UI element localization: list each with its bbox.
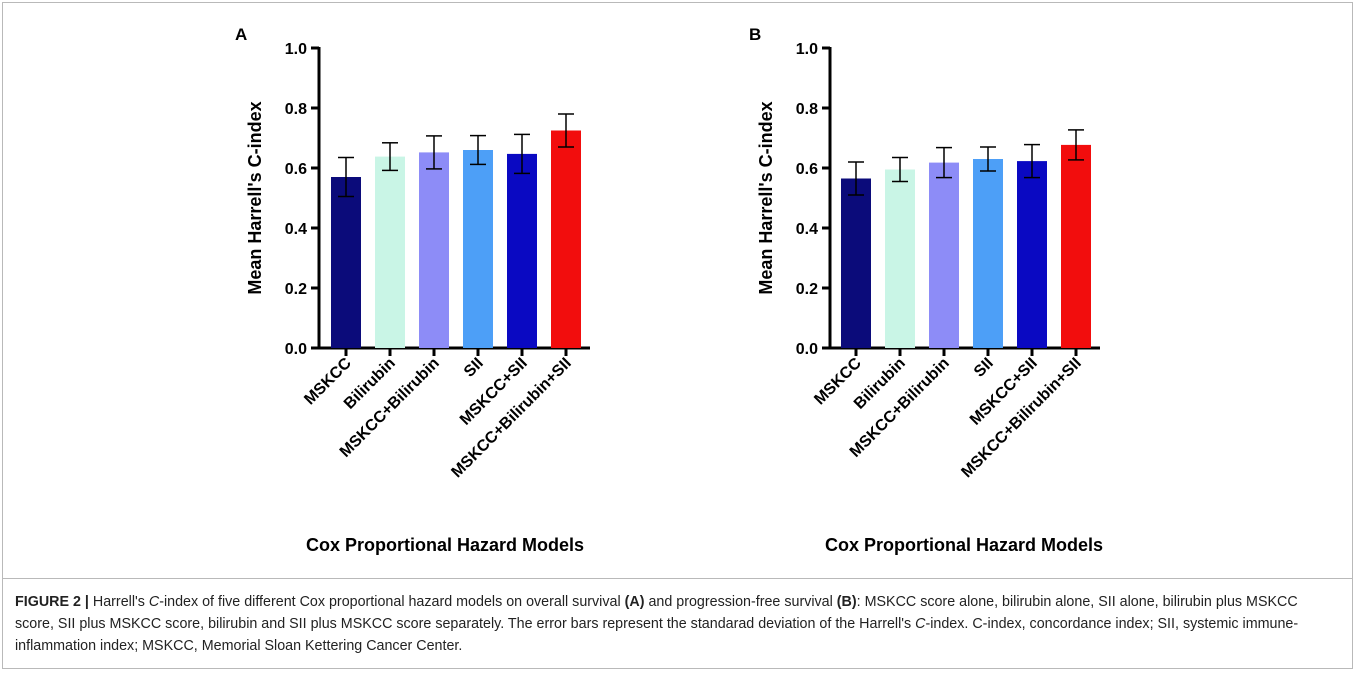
panel-b-bar-bilirubin: [885, 169, 915, 348]
caption-divider: [2, 578, 1353, 579]
panel-a-label: A: [235, 25, 247, 44]
figure-caption: FIGURE 2 | Harrell's C-index of five dif…: [15, 591, 1340, 657]
caption-ref-b: (B): [836, 594, 857, 610]
panel-a-y-axis-label: Mean Harrell's C-index: [245, 101, 265, 294]
panel-b-bar-mskcc-plus-sii: [1017, 161, 1047, 348]
caption-c-italic-2: C: [915, 616, 926, 632]
panel-b-y-tick-label: 0.6: [796, 161, 818, 178]
caption-text-3: and progression-free survival: [644, 594, 837, 610]
panel-b-y-tick-label: 1.0: [796, 41, 818, 58]
panel-a-y-tick-label: 0.8: [285, 101, 307, 118]
panel-b-category-label: SII: [971, 355, 997, 381]
panel-b-bar-mskcc-plus-bilirubin-plus-sii: [1061, 144, 1091, 348]
panel-b-bar-mskcc: [841, 178, 871, 348]
caption-text-5: -index. C-index, concordance index; SII,…: [15, 616, 1299, 654]
panel-b-y-tick-label: 0.0: [796, 341, 818, 358]
panel-a-bar-sii: [463, 150, 493, 348]
caption-text-2: -index of five different Cox proportiona…: [159, 594, 625, 610]
panel-a-x-axis-label: Cox Proportional Hazard Models: [306, 535, 584, 555]
caption-text-1: Harrell's: [88, 594, 149, 610]
panel-a-y-tick-label: 1.0: [285, 41, 307, 58]
caption-label: FIGURE 2 |: [15, 594, 89, 610]
panel-a-bar-bilirubin: [375, 156, 405, 348]
panel-a-y-tick-label: 0.2: [285, 281, 307, 298]
panel-b-y-tick-label: 0.8: [796, 101, 818, 118]
caption-text-4: : MSKCC score alone, bilirubin alone, SI…: [15, 594, 1298, 632]
panel-b-label: B: [749, 25, 761, 44]
panel-a-y-tick-label: 0.0: [285, 341, 307, 358]
panel-a-bar-mskcc: [331, 177, 361, 348]
panel-a-bar-mskcc-plus-bilirubin-plus-sii: [551, 130, 581, 348]
panel-a-y-tick-label: 0.6: [285, 161, 307, 178]
panel-a-bar-mskcc-plus-bilirubin: [419, 152, 449, 348]
chart-panel-a: A 0.0 0.2 0.4 0.6 0.8 1.0 Mean Harrell's C-inde…: [235, 25, 590, 555]
panel-a-bar-mskcc-plus-sii: [507, 153, 537, 348]
panel-a-y-tick-label: 0.4: [285, 221, 307, 238]
panel-b-y-tick-label: 0.2: [796, 281, 818, 298]
panel-b-y-tick-label: 0.4: [796, 221, 818, 238]
panel-b-bar-mskcc-plus-bilirubin: [929, 162, 959, 348]
panel-b-y-axis-label: Mean Harrell's C-index: [756, 101, 776, 294]
panel-b-x-axis-label: Cox Proportional Hazard Models: [825, 535, 1103, 555]
chart-panel-b: B 0.0 0.2 0.4 0.6 0.8 1.0 Mean Harrell's C-inde…: [749, 25, 1103, 555]
caption-ref-a: (A): [624, 594, 645, 610]
panel-b-bar-sii: [973, 159, 1003, 348]
caption-c-italic: C: [148, 594, 160, 610]
